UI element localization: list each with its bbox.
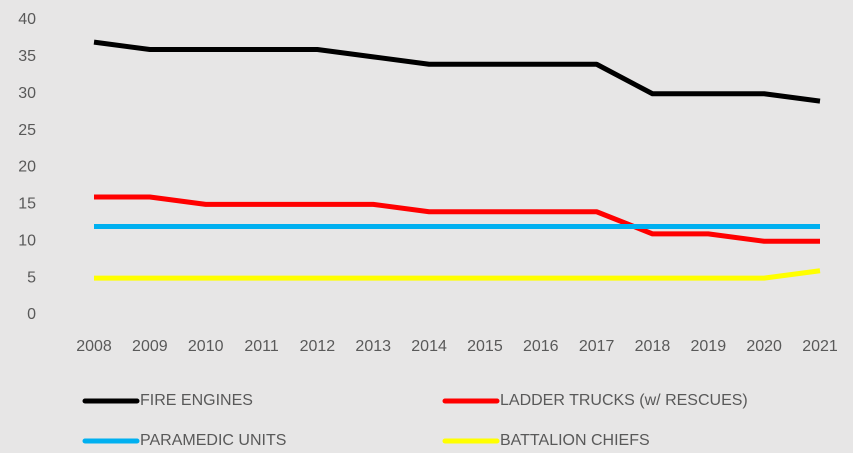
y-tick-label: 20 (18, 159, 36, 176)
x-tick-label: 2014 (411, 338, 447, 355)
legend-label: FIRE ENGINES (140, 392, 253, 409)
series-line (94, 268, 821, 281)
legend-label: PARAMEDIC UNITS (140, 432, 286, 449)
x-tick-label: 2009 (132, 338, 168, 355)
x-tick-label: 2008 (76, 338, 112, 355)
x-tick-label: 2019 (691, 338, 727, 355)
y-tick-label: 15 (18, 196, 36, 213)
x-tick-label: 2015 (467, 338, 503, 355)
y-tick-label: 5 (27, 269, 36, 286)
x-tick-label: 2017 (579, 338, 615, 355)
x-tick-label: 2016 (523, 338, 559, 355)
y-tick-label: 30 (18, 85, 36, 102)
series-line (93, 39, 821, 104)
y-tick-label: 35 (18, 48, 36, 65)
x-tick-label: 2012 (300, 338, 336, 355)
legend-label: LADDER TRUCKS (w/ RESCUES) (500, 392, 748, 409)
x-tick-label: 2013 (355, 338, 391, 355)
x-tick-label: 2010 (188, 338, 224, 355)
y-tick-label: 40 (18, 11, 36, 28)
y-tick-label: 0 (27, 306, 36, 323)
x-tick-label: 2020 (746, 338, 782, 355)
y-tick-label: 25 (18, 122, 36, 139)
y-tick-label: 10 (18, 232, 36, 249)
x-tick-label: 2011 (244, 338, 279, 355)
x-tick-label: 2021 (802, 338, 838, 355)
x-tick-label: 2018 (635, 338, 671, 355)
series-line (94, 194, 820, 244)
legend-label: BATTALION CHIEFS (500, 432, 650, 449)
